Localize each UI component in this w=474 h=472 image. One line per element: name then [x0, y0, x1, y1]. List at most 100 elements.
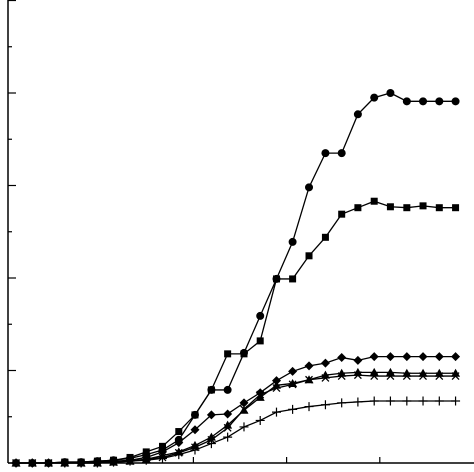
marker [223, 409, 233, 419]
series-line [16, 374, 456, 464]
marker [451, 396, 461, 406]
marker [353, 367, 363, 376]
marker [27, 458, 37, 468]
marker [451, 352, 461, 362]
marker [271, 380, 281, 389]
marker [418, 396, 428, 406]
marker [255, 392, 265, 401]
marker [451, 368, 461, 377]
marker [255, 415, 265, 425]
marker [11, 458, 21, 468]
marker [386, 372, 395, 381]
marker [435, 97, 444, 106]
marker [385, 396, 395, 406]
marker [419, 202, 427, 210]
marker [92, 458, 102, 468]
marker [305, 375, 313, 384]
marker [272, 275, 280, 283]
marker [419, 97, 428, 106]
marker [157, 453, 167, 463]
marker [223, 432, 233, 442]
marker [289, 275, 297, 283]
marker [434, 368, 444, 377]
marker [272, 384, 281, 393]
marker [190, 425, 200, 435]
marker [305, 183, 314, 192]
marker [174, 450, 184, 460]
marker [320, 370, 330, 379]
marker [320, 358, 330, 368]
marker [206, 410, 216, 420]
marker [191, 411, 199, 419]
marker [271, 376, 281, 386]
marker [304, 402, 314, 412]
marker [240, 350, 248, 358]
marker [370, 93, 379, 102]
marker [386, 89, 395, 97]
marker [337, 372, 346, 381]
marker [125, 456, 135, 466]
marker [419, 372, 427, 381]
marker [109, 457, 119, 467]
marker [402, 97, 411, 106]
marker [256, 311, 265, 320]
marker [451, 97, 460, 106]
marker [451, 372, 460, 381]
marker [337, 353, 347, 363]
marker [240, 405, 248, 414]
marker [141, 455, 151, 465]
marker [337, 398, 347, 408]
marker [402, 368, 412, 377]
marker [321, 149, 330, 158]
marker [386, 203, 394, 211]
marker [305, 252, 313, 260]
marker [321, 233, 329, 241]
marker [369, 352, 379, 362]
marker [402, 372, 411, 381]
marker [304, 361, 314, 371]
marker [353, 110, 362, 119]
marker [418, 368, 428, 377]
marker [353, 397, 363, 407]
marker [190, 445, 200, 455]
marker [223, 423, 232, 432]
marker [142, 448, 150, 456]
series-line [16, 400, 456, 464]
marker [239, 398, 249, 408]
marker [44, 458, 54, 468]
marker [435, 204, 443, 212]
marker [369, 396, 379, 406]
marker [434, 396, 444, 406]
marker [288, 404, 298, 414]
marker [434, 352, 444, 362]
marker [402, 396, 412, 406]
marker [206, 439, 216, 449]
marker [223, 385, 232, 394]
marker [353, 371, 362, 380]
marker [288, 380, 297, 389]
marker [207, 386, 215, 394]
marker [403, 204, 411, 212]
series-line [16, 200, 456, 464]
marker [337, 149, 346, 158]
marker [256, 337, 264, 345]
marker [337, 368, 347, 377]
marker [223, 420, 233, 429]
marker [370, 372, 379, 381]
marker [402, 352, 412, 362]
marker [175, 428, 183, 436]
marker [288, 237, 297, 246]
marker [418, 352, 428, 362]
marker [60, 458, 70, 468]
marker [321, 373, 330, 382]
series-line [16, 92, 456, 464]
marker [158, 442, 166, 450]
marker [370, 197, 378, 205]
marker [224, 350, 232, 358]
marker [338, 210, 346, 218]
marker [271, 407, 281, 417]
marker [452, 204, 460, 212]
marker [76, 458, 86, 468]
marker [288, 366, 298, 376]
